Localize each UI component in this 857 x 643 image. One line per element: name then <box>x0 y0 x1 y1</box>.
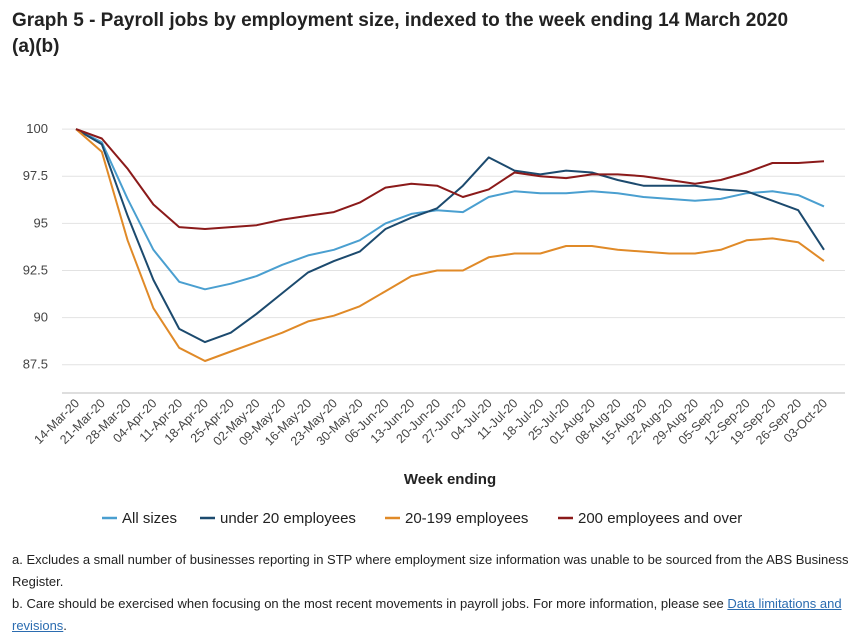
footnote-b-text: b. Care should be exercised when focusin… <box>12 596 728 611</box>
y-axis: 87.5 90 92.5 95 97.5 100 <box>23 121 48 372</box>
x-axis: 14-Mar-2021-Mar-2028-Mar-2004-Apr-2011-A… <box>31 392 845 448</box>
y-tick-label: 92.5 <box>23 262 48 277</box>
y-tick-label: 95 <box>34 215 48 230</box>
footnotes: a. Excludes a small number of businesses… <box>12 549 852 637</box>
chart-title-line1: Graph 5 - Payroll jobs by employment siz… <box>12 10 789 31</box>
chart-title-line2: (a)(b) <box>12 36 60 57</box>
series-line-under-20-employees <box>75 128 825 344</box>
line-chart: 87.5 90 92.5 95 97.5 100 14-Mar-2021-Mar-2028… <box>23 121 845 527</box>
y-tick-label: 97.5 <box>23 168 48 183</box>
legend-label: All sizes <box>122 510 177 527</box>
y-tick-label: 100 <box>26 121 48 136</box>
series-line-all-sizes <box>75 128 825 291</box>
series-line-200-employees-and-over <box>75 128 825 230</box>
data-limitations-link[interactable]: Data limitations and revisions <box>12 596 842 633</box>
y-tick-label: 90 <box>34 310 48 325</box>
gridlines <box>62 128 845 366</box>
legend: All sizes under 20 employees 20-199 employ… <box>102 510 742 527</box>
x-axis-label: Week ending <box>404 471 496 488</box>
series-lines <box>75 128 825 362</box>
legend-label: 20-199 employees <box>405 510 528 527</box>
legend-label: 200 employees and over <box>578 510 742 527</box>
y-tick-label: 87.5 <box>23 357 48 372</box>
footnote-a: a. Excludes a small number of businesses… <box>12 552 849 589</box>
legend-label: under 20 employees <box>220 510 356 527</box>
chart-title: Graph 5 - Payroll jobs by employment siz… <box>12 8 842 60</box>
footnote-b: b. Care should be exercised when focusin… <box>12 593 852 637</box>
footnote-b-end: . <box>63 618 67 633</box>
series-line-20-199-employees <box>75 128 825 362</box>
